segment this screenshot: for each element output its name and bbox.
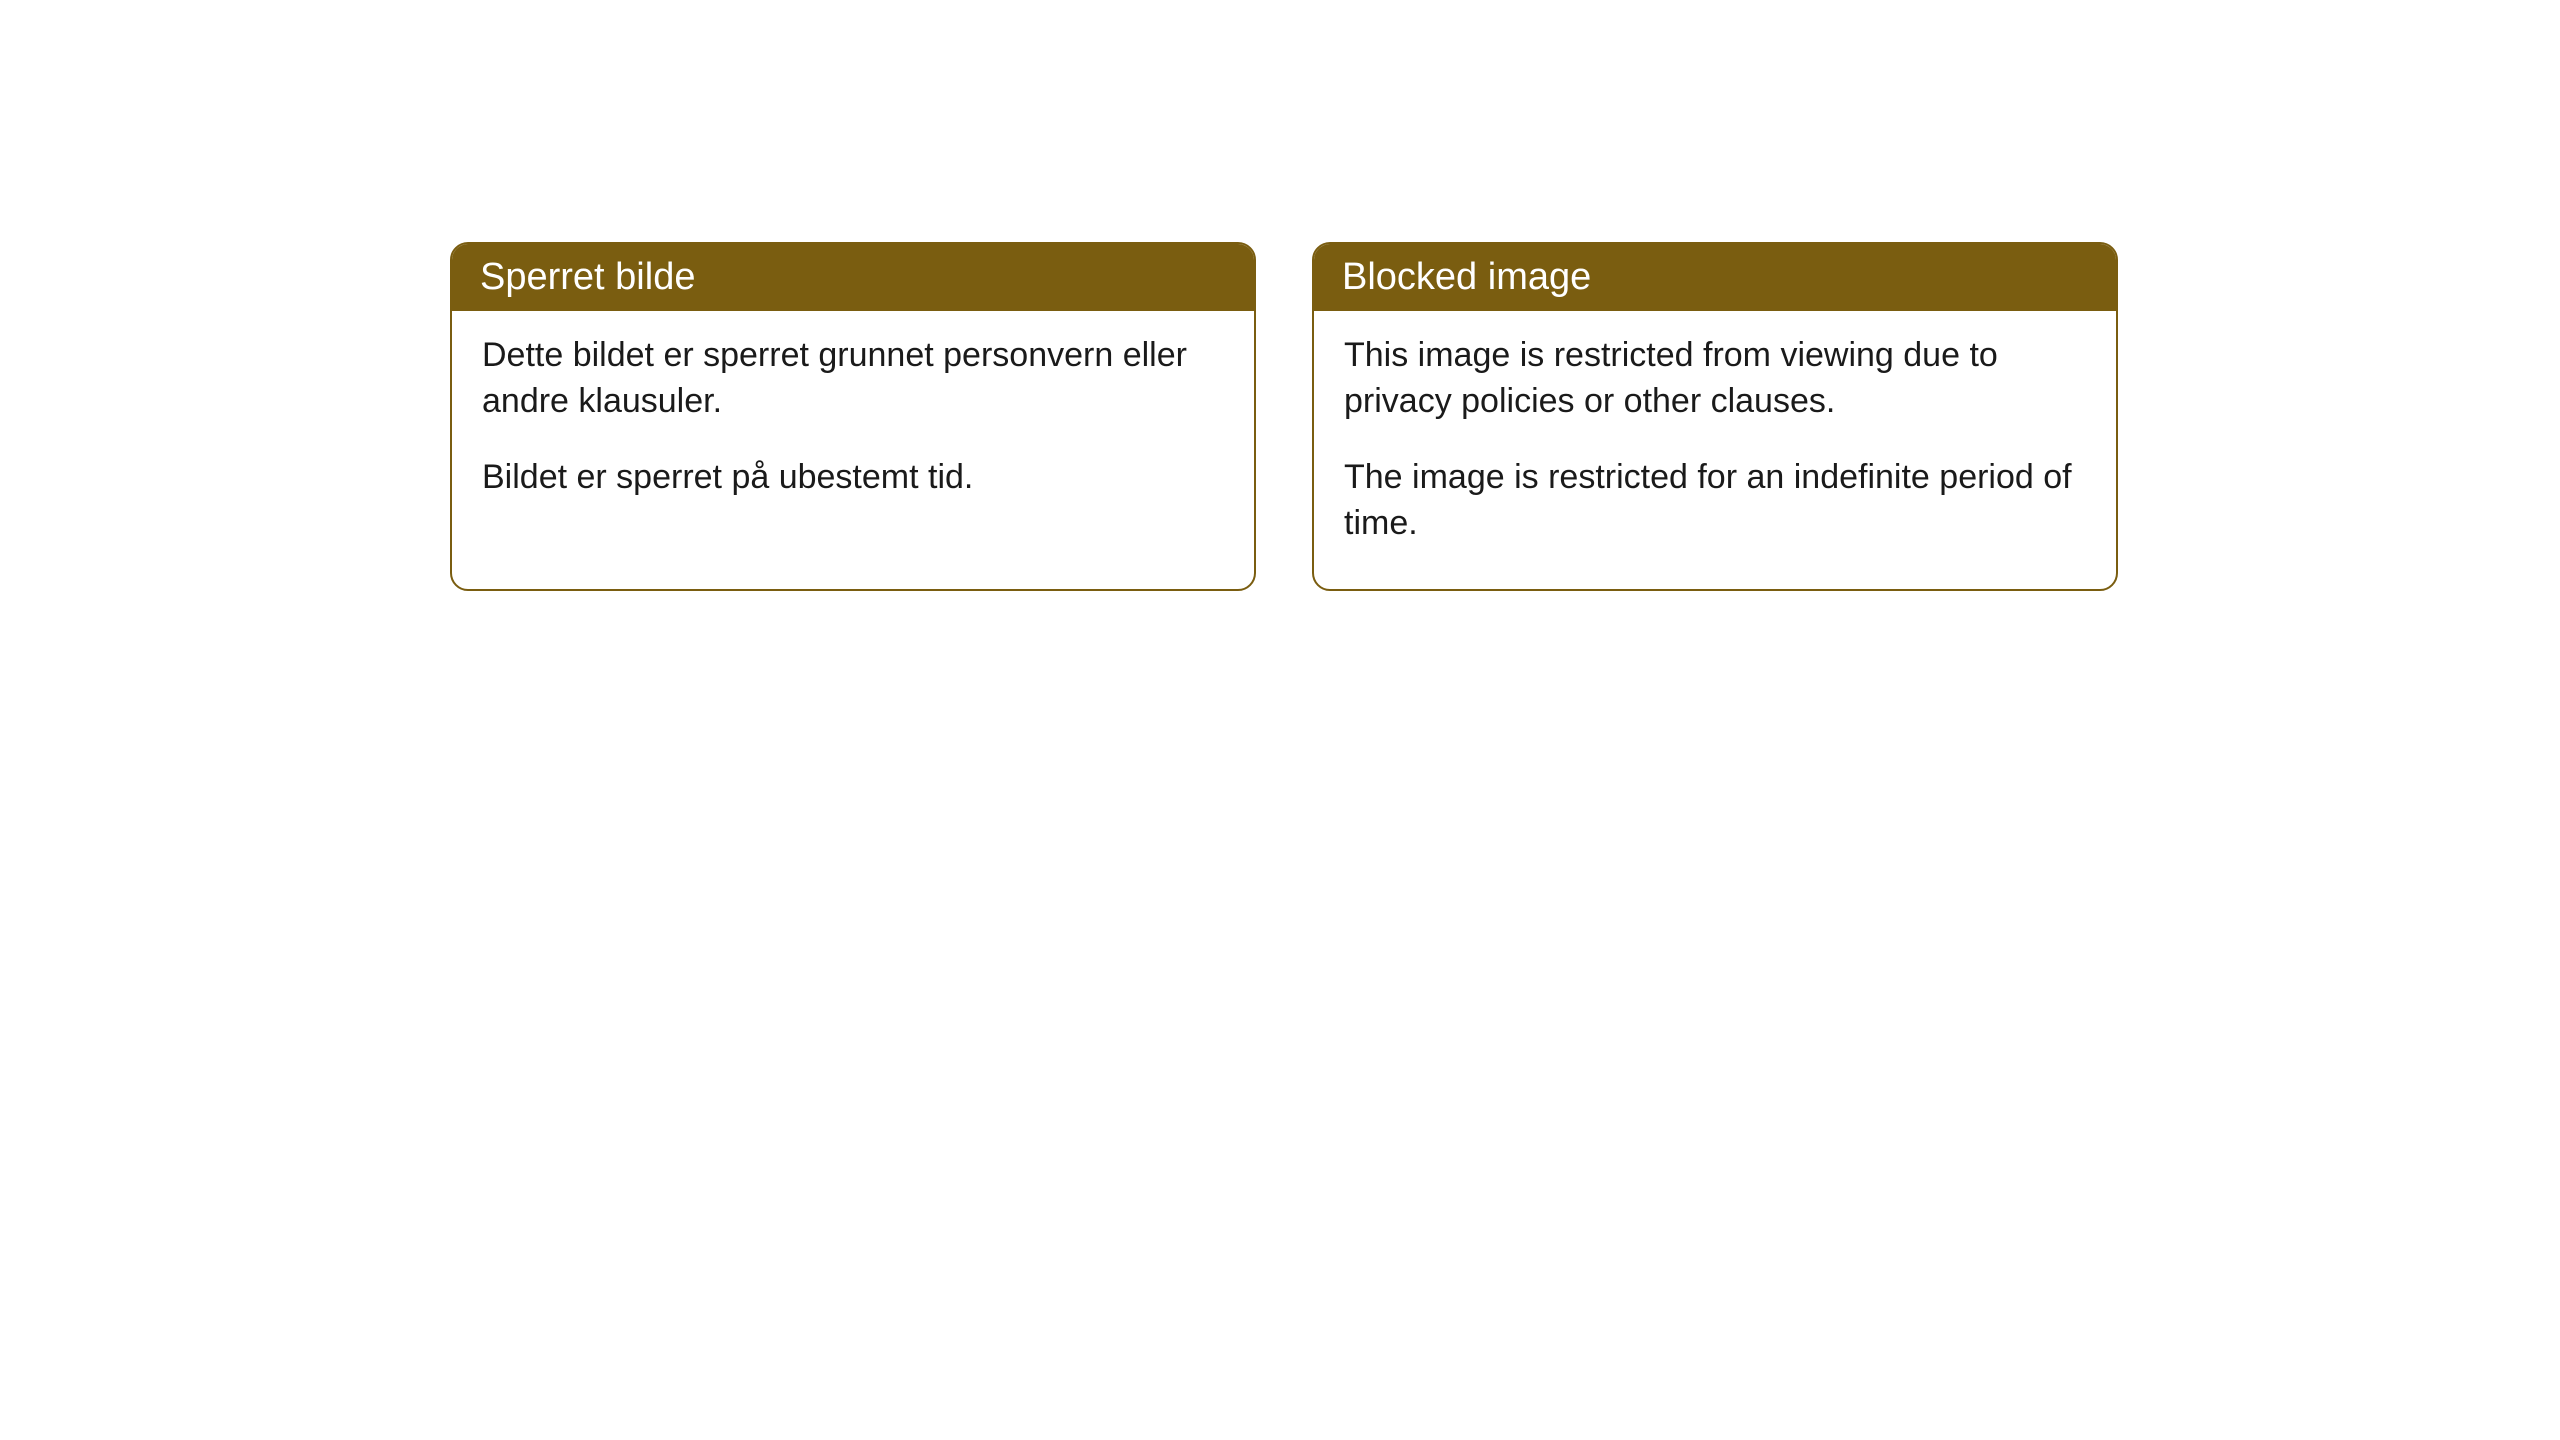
card-body: Dette bildet er sperret grunnet personve…	[452, 311, 1254, 543]
card-text: Bildet er sperret på ubestemt tid.	[482, 455, 1224, 501]
card-text: This image is restricted from viewing du…	[1344, 333, 2086, 425]
card-body: This image is restricted from viewing du…	[1314, 311, 2116, 589]
blocked-image-card-english: Blocked image This image is restricted f…	[1312, 242, 2118, 591]
card-title: Blocked image	[1314, 244, 2116, 311]
card-text: The image is restricted for an indefinit…	[1344, 455, 2086, 547]
blocked-image-card-norwegian: Sperret bilde Dette bildet er sperret gr…	[450, 242, 1256, 591]
card-title: Sperret bilde	[452, 244, 1254, 311]
notice-cards-container: Sperret bilde Dette bildet er sperret gr…	[450, 242, 2560, 591]
card-text: Dette bildet er sperret grunnet personve…	[482, 333, 1224, 425]
